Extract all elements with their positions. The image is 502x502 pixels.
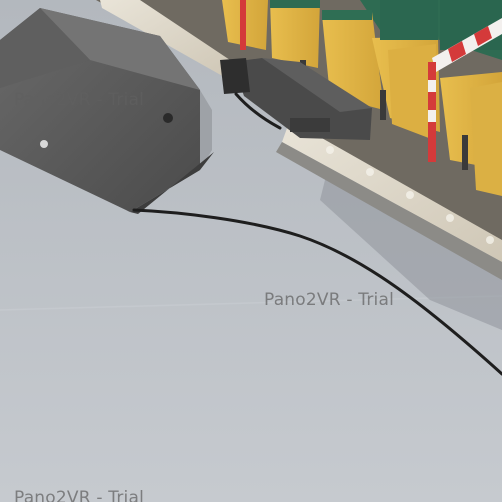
barrier-tape: [240, 0, 502, 162]
cable-connector-box: [220, 58, 372, 140]
audio-cable: [132, 208, 502, 376]
stage-monitor-speaker[interactable]: [0, 8, 214, 214]
led-light-strip: [100, 0, 502, 280]
floor-seam: [0, 295, 502, 311]
audio-cable-upper: [234, 92, 282, 130]
